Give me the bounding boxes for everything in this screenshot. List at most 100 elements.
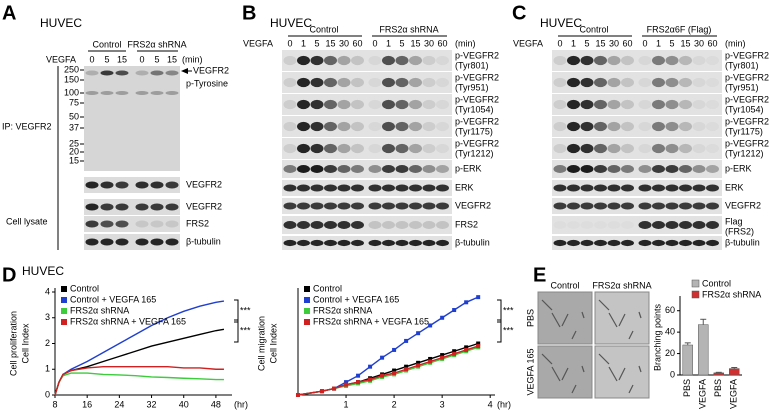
blot-band [165,181,179,189]
blot-band [310,77,324,88]
panel-letter: A [2,2,16,24]
blot-band [607,239,621,247]
blot-band [100,70,114,76]
blot-band [422,221,436,229]
blot-band [422,99,436,110]
micrograph [594,345,650,399]
legend-swatch [61,319,67,325]
blot-band [692,99,706,110]
bracket [497,319,502,343]
lysate-label: Cell lysate [6,216,48,226]
blot-band [165,70,179,76]
blot-label: (Tyr1212) [455,148,494,158]
blot-band [368,165,382,173]
treatment-label: VEGFA [243,38,273,48]
annotation: *** [240,325,251,335]
blot-band [310,143,324,154]
x-tick-label: 40 [179,399,189,409]
blot-band [607,143,621,154]
blot-strip [282,116,452,137]
micrograph-texture [618,367,626,381]
group-label: Control [309,24,338,34]
blot-band [581,221,594,229]
blot-band [607,55,621,66]
x-tick-label: 16 [82,399,92,409]
x-axis-label: (hr) [497,399,511,409]
blot-label: ERK [725,182,744,192]
blot-label: (Tyr1175) [455,126,493,136]
cell-type: HUVEC [22,264,64,278]
blot-band [580,165,594,173]
blot-label: (Tyr1175) [725,126,763,136]
lane-label: 5 [104,54,109,64]
blot-band [337,221,351,229]
blot-band [368,239,382,247]
blot-strip [552,216,722,234]
x-tick-label: 24 [114,399,124,409]
blot-band [85,70,99,76]
lane-label: 5 [584,38,589,48]
blot-band [337,143,351,154]
blot-band [283,239,297,247]
blot-band [652,184,665,192]
x-tick-label: 4 [488,399,493,409]
blot-band [310,184,324,192]
blot-label: p-VEGFR2 [455,116,499,126]
time-unit: (min) [725,38,746,48]
blot-band [652,121,665,132]
blot-band [607,202,621,210]
blot-band [567,165,580,173]
legend-swatch [61,297,67,303]
blot-band [100,181,114,189]
x-axis-label: (hr) [234,399,248,409]
time-unit: (min) [182,54,203,64]
lane-label: 15 [117,54,127,64]
blot-band [409,143,422,154]
blot-band [679,143,692,154]
blot-band [85,203,99,211]
micrograph-texture [551,366,561,382]
point [452,308,457,313]
mw-marker: 25 [69,138,79,148]
point [380,355,385,360]
blot-band [638,239,652,247]
legend-label: Control + VEGFA 165 [70,294,156,304]
blot-band [283,143,297,154]
blot-strip [552,138,722,159]
y-tick-label: 4 [45,286,50,296]
lane-label: 5 [399,38,404,48]
blot-band [706,202,719,210]
blot-band [567,202,580,210]
blot-band [567,221,580,229]
blot-band [165,203,179,211]
blot-label: ERK [455,182,474,192]
blot-band [553,143,567,154]
blot-band [706,56,719,65]
blot-band [382,184,395,192]
blot-band [395,202,409,210]
blot-band [436,239,449,247]
point [452,351,457,356]
blot-band [621,55,634,66]
blot-band [165,238,179,246]
blot-band [652,143,665,154]
blot-band [382,121,395,132]
blot-strip [84,199,180,215]
lane-label: 0 [557,38,562,48]
blot-band [150,70,164,76]
blot-band [580,99,594,110]
blot-band [422,77,436,88]
blot-band [706,122,719,131]
mw-marker: 150 [64,74,79,84]
micrograph-texture [598,299,610,311]
blot-band [368,77,382,88]
blot-band [395,184,409,192]
micrograph-texture [551,312,561,328]
blot-band [395,121,409,132]
blot-band [368,202,382,210]
legend-swatch [61,286,67,292]
legend-swatch [304,308,310,314]
blot-band [409,55,422,66]
micrograph-texture [608,366,618,382]
blot-band [409,99,422,110]
